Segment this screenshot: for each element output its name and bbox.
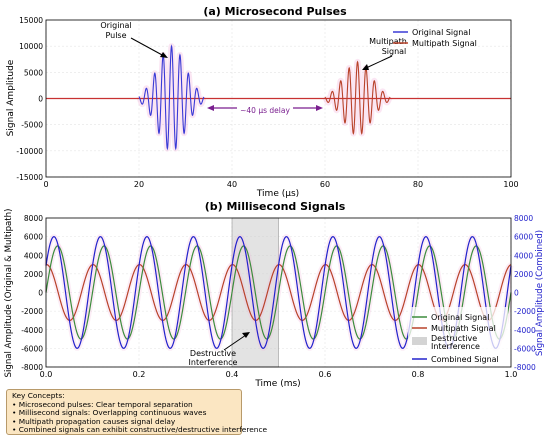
tick-b-y-right-label: -6000 xyxy=(514,344,536,353)
annotation-original-arrow xyxy=(130,37,165,57)
tick-a-y-label: 10000 xyxy=(19,42,43,51)
chart-a-title: (a) Microsecond Pulses xyxy=(203,5,347,18)
tick-b-y-label: 6000 xyxy=(24,233,43,242)
tick-b-y-label: 0 xyxy=(38,289,43,298)
key-concepts-box: Key Concepts: • Microsecond pulses: Clea… xyxy=(6,389,268,435)
chart-b-title: (b) Millisecond Signals xyxy=(205,200,346,213)
tick-b-y-label: -6000 xyxy=(21,344,43,353)
tick-a-x-label: 80 xyxy=(413,180,423,189)
line-a-series-0 xyxy=(138,44,205,151)
tick-a-y-label: -10000 xyxy=(16,147,43,156)
tick-a-x-label: 60 xyxy=(320,180,330,189)
legend-b-label-multipath: Multipath Signal xyxy=(431,324,496,333)
tick-b-y-label: 4000 xyxy=(24,251,43,260)
chart-a-annotation-original: Original Pulse xyxy=(100,21,168,58)
chart-b-annotation-destructive: Destructive Interference xyxy=(189,332,250,367)
key-concept-item: • Microsecond pulses: Clear temporal sep… xyxy=(12,399,193,409)
chart-a-legend: Original Signal Multipath Signal xyxy=(393,28,477,48)
key-concepts-title: Key Concepts: xyxy=(12,391,65,400)
chart-b-xlabel: Time (ms) xyxy=(254,379,300,389)
tick-b-x-label: 0.8 xyxy=(412,370,425,379)
line-b-series-2 xyxy=(45,236,512,349)
chart-b-frame xyxy=(45,217,512,368)
chart-b-ylabel-right: Signal Amplitude (Combined) xyxy=(535,230,545,356)
delay-arrowhead-right xyxy=(316,105,323,111)
tick-b-y-label: -4000 xyxy=(21,326,43,335)
tick-b-y-label: -2000 xyxy=(21,307,43,316)
annotation-original-arrowhead xyxy=(160,52,168,58)
tick-b-y-label: 2000 xyxy=(24,270,43,279)
annotation-multipath-arrow xyxy=(365,55,393,69)
legend-a-label-original: Original Signal xyxy=(412,28,470,37)
chart-a-ticks: 0 20 40 60 80 100 -15000 -10000 -5000 0 5000 10000 1… xyxy=(16,16,518,189)
tick-b-x-label: 0.4 xyxy=(226,370,239,379)
chart-b-ylabel: Signal Amplitude (Original & Multipath) xyxy=(4,209,14,378)
delay-label-bg xyxy=(237,104,293,115)
legend-b-label-shade-2: Interference xyxy=(431,342,480,351)
tick-b-x-label: 0.6 xyxy=(319,370,332,379)
annotation-multipath-line1: Multipath xyxy=(369,37,407,46)
chart-a-annotation-multipath: Multipath Signal xyxy=(362,37,407,70)
legend-b-label-shade-1: Destructive xyxy=(431,334,477,343)
tick-b-y-right-label: 8000 xyxy=(514,214,533,223)
tick-b-y-right-label: 0 xyxy=(514,289,519,298)
chart-b-ticks: 0.0 0.2 0.4 0.6 0.8 1.0-8000-6000-4000-200002… xyxy=(21,214,536,379)
key-concept-item: • Combined signals can exhibit construct… xyxy=(12,425,268,435)
line-a-series-1 xyxy=(324,60,391,135)
annotation-multipath-arrowhead xyxy=(362,64,369,70)
line-b-series-0 xyxy=(45,245,512,340)
tick-a-y-label: 15000 xyxy=(19,16,43,25)
tick-b-y-right-label: -2000 xyxy=(514,307,536,316)
tick-b-x-label: 0.2 xyxy=(133,370,146,379)
tick-a-y-label: 5000 xyxy=(24,68,43,77)
chart-a-ylabel: Signal Amplitude xyxy=(6,59,16,136)
key-concept-item: • Multipath propagation causes signal de… xyxy=(12,416,176,426)
tick-b-y-label: -8000 xyxy=(21,363,43,372)
tick-b-y-right-label: 6000 xyxy=(514,233,533,242)
chart-a-frame xyxy=(45,19,512,178)
legend-b-label-combined: Combined Signal xyxy=(431,355,499,364)
chart-a-series xyxy=(46,44,511,151)
tick-b-y-right-label: 4000 xyxy=(514,251,533,260)
tick-a-y-label: -15000 xyxy=(16,173,43,182)
tick-a-x-label: 100 xyxy=(503,180,518,189)
chart-b-series xyxy=(45,236,512,349)
legend-b-swatch-shade xyxy=(412,337,427,345)
chart-a-annotation-delay: ~40 μs delay xyxy=(207,104,323,115)
annotation-original-line1: Original xyxy=(100,21,131,30)
tick-b-y-right-label: -4000 xyxy=(514,326,536,335)
tick-a-x-label: 0 xyxy=(43,180,48,189)
annotation-original-line2: Pulse xyxy=(105,31,126,40)
tick-b-x-label: 0.0 xyxy=(40,370,53,379)
tick-b-x-label: 1.0 xyxy=(505,370,518,379)
annotation-destructive-arrow xyxy=(223,334,247,351)
tick-b-y-label: 8000 xyxy=(24,214,43,223)
tick-a-y-label: 0 xyxy=(38,95,43,104)
legend-a-label-multipath: Multipath Signal xyxy=(412,39,477,48)
tick-a-x-label: 40 xyxy=(227,180,237,189)
tick-b-y-right-label: 2000 xyxy=(514,270,533,279)
chart-a-xlabel: Time (μs) xyxy=(256,189,299,199)
delay-label: ~40 μs delay xyxy=(240,106,290,115)
key-concept-item: • Millisecond signals: Overlapping conti… xyxy=(12,408,207,418)
tick-b-y-right-label: -8000 xyxy=(514,363,536,372)
tick-a-y-label: -5000 xyxy=(21,121,43,130)
delay-arrowhead-left xyxy=(207,105,214,111)
chart-b-legend: Original Signal Multipath Signal Destruc… xyxy=(408,307,508,364)
annotation-destructive-line2: Interference xyxy=(189,358,238,367)
annotation-destructive-arrowhead xyxy=(242,332,250,338)
annotation-destructive-line1: Destructive xyxy=(190,349,236,358)
tick-a-x-label: 20 xyxy=(134,180,144,189)
annotation-multipath-line2: Signal xyxy=(382,47,407,56)
legend-b-label-original: Original Signal xyxy=(431,313,489,322)
